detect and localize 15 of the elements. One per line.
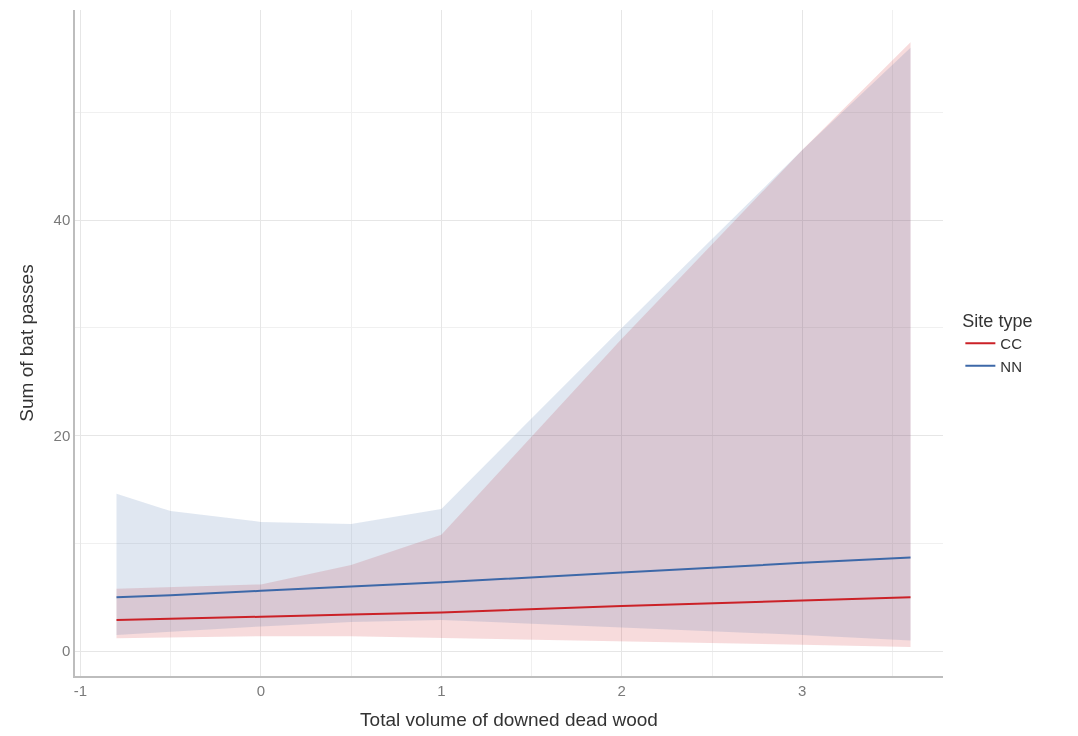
x-tick-label: -1 [73,681,88,699]
y-axis-title: Sum of bat passes [15,264,37,422]
x-tick-label: 3 [798,681,807,699]
line-series [115,596,912,621]
x-tick-label: 1 [437,681,446,699]
legend-label: CC [1000,335,1023,352]
y-tick-label: 20 [53,426,71,444]
y-tick-label: 0 [61,642,71,660]
x-axis-title: Total volume of downed dead wood [360,709,658,731]
line-series [115,556,912,599]
legend-label: NN [1000,357,1023,375]
legend-title: Site type [962,310,1033,331]
x-tick-label: 2 [617,681,626,699]
y-tick-label: 40 [53,211,71,229]
x-tick-label: 0 [256,681,266,699]
